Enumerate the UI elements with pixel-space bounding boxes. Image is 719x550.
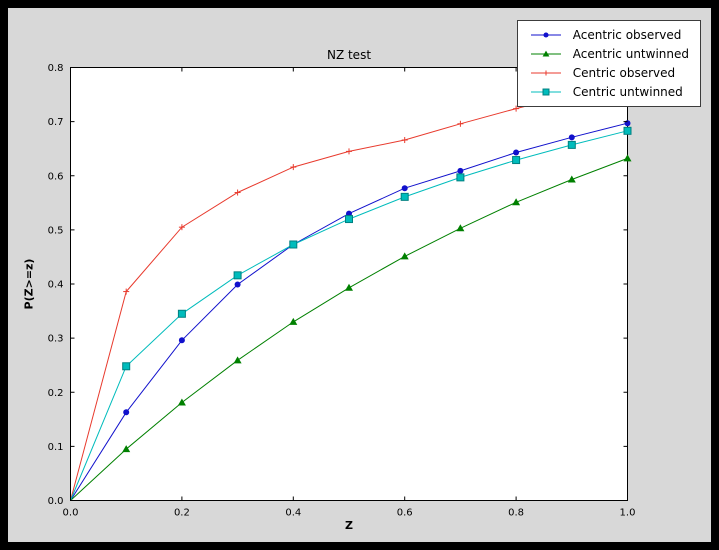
nz-test-plot: 0.0 0.2 0.4 0.6 0.8 1.0 0.0 0.1 0.2 0.3 0.4 0.5 0.6 0… — [48, 63, 636, 519]
x-axis-label: Z — [345, 519, 353, 532]
svg-text:0.8: 0.8 — [48, 63, 64, 74]
legend-label: Acentric untwinned — [572, 47, 689, 61]
svg-text:0.0: 0.0 — [48, 496, 64, 507]
svg-text:0.1: 0.1 — [48, 442, 64, 453]
legend-label: Acentric observed — [572, 28, 682, 42]
legend-item-centric-untwinned: Centric untwinned — [529, 84, 689, 100]
svg-text:0.6: 0.6 — [397, 508, 413, 519]
svg-text:0.2: 0.2 — [48, 388, 64, 399]
svg-text:0.0: 0.0 — [63, 508, 79, 519]
legend-item-acentric-observed: Acentric observed — [529, 27, 689, 43]
y-axis-label: P(Z>=z) — [22, 258, 36, 310]
legend-line-triangle-icon — [530, 50, 561, 57]
svg-text:0.8: 0.8 — [508, 508, 524, 519]
svg-text:0.5: 0.5 — [48, 225, 64, 236]
legend-label: Centric untwinned — [572, 85, 683, 99]
svg-text:0.6: 0.6 — [48, 171, 64, 182]
legend-item-acentric-untwinned: Acentric untwinned — [529, 46, 689, 62]
svg-text:0.3: 0.3 — [48, 334, 64, 345]
chart-title: NZ test — [326, 48, 372, 62]
svg-text:0.4: 0.4 — [48, 280, 64, 291]
svg-text:0.4: 0.4 — [285, 508, 301, 519]
legend-line-circle-icon — [530, 32, 561, 38]
legend-label: Centric observed — [572, 66, 676, 80]
legend-line-plus-icon — [530, 70, 561, 76]
legend-line-square-icon — [530, 88, 561, 96]
legend-item-centric-observed: Centric observed — [529, 65, 689, 81]
svg-text:1.0: 1.0 — [620, 508, 636, 519]
legend: Acentric observed Acentric untwinned Cen… — [516, 20, 701, 107]
svg-text:0.2: 0.2 — [174, 508, 190, 519]
svg-text:0.7: 0.7 — [48, 117, 64, 128]
figure-canvas: 0.0 0.2 0.4 0.6 0.8 1.0 0.0 0.1 0.2 0.3 0.4 0.5 0.6 0… — [8, 8, 711, 542]
